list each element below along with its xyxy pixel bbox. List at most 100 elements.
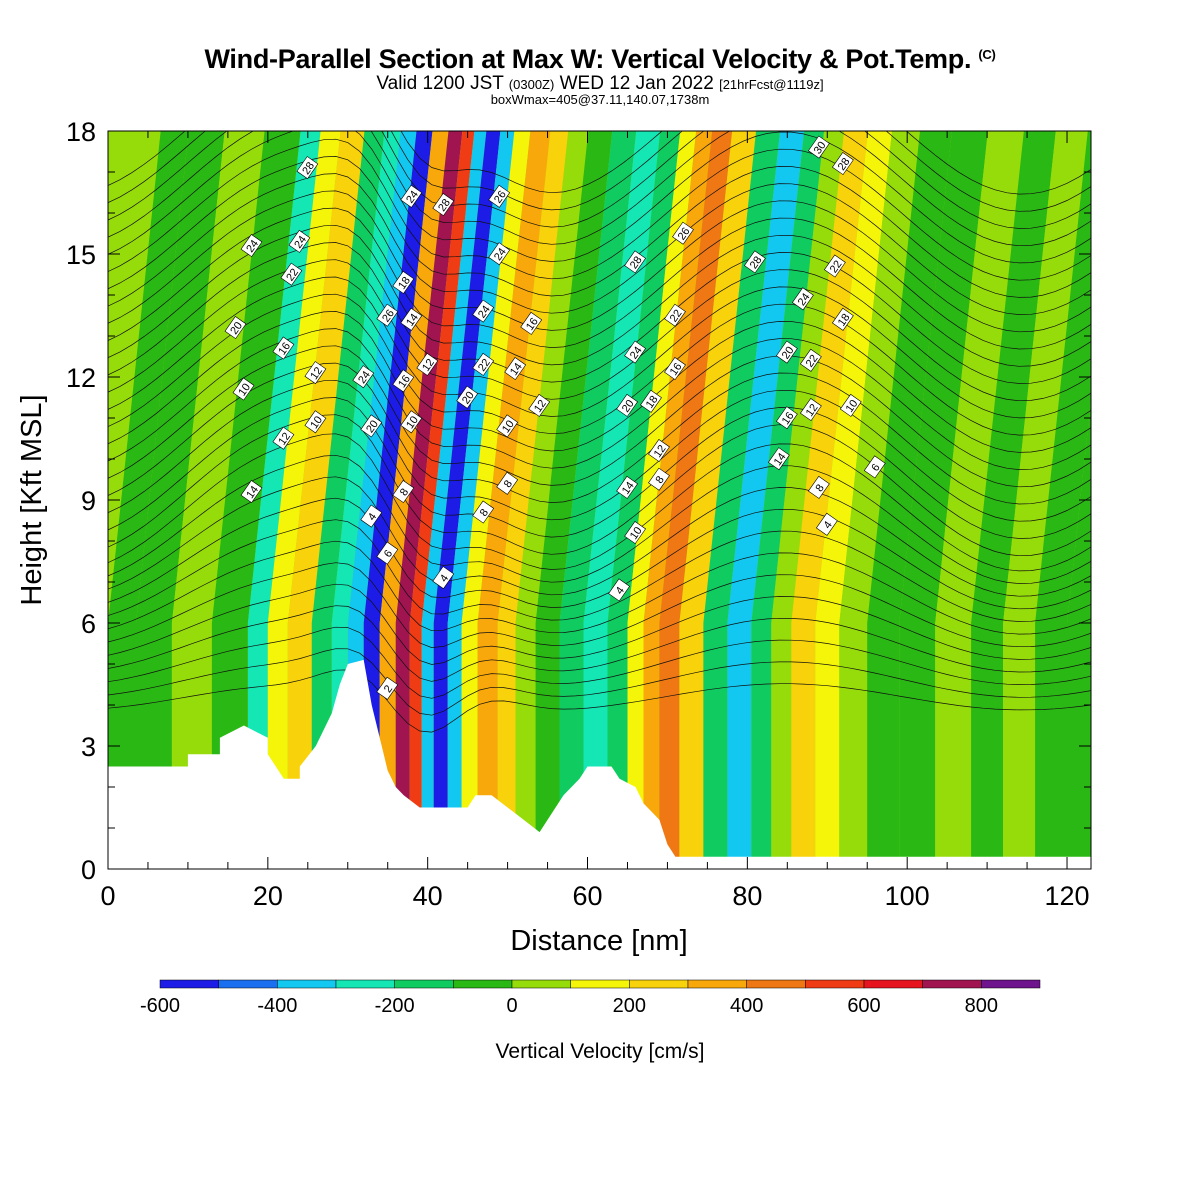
contour-label: 24 (624, 340, 646, 364)
contour-label: 10 (624, 520, 646, 545)
x-axis-label: Distance [nm] (510, 925, 687, 957)
theta-contour (108, 362, 1091, 505)
y-tick-label: 15 (66, 240, 96, 270)
contour-label: 12 (272, 426, 295, 450)
contour-label: 4 (432, 566, 455, 590)
vv-band (771, 131, 845, 869)
vv-band (108, 131, 189, 869)
contour-label: 28 (296, 156, 319, 180)
contour-label: 18 (831, 307, 854, 331)
contour-label-text: 8 (398, 486, 411, 498)
contour-label-text: 22 (476, 357, 493, 374)
contour-label: 4 (608, 578, 630, 602)
vv-band (643, 131, 713, 869)
vv-band (311, 131, 385, 869)
contour-label-text: 8 (654, 474, 667, 486)
contour-label-text: 24 (796, 291, 813, 308)
contour-label-text: 24 (628, 345, 645, 362)
contour-label-text: 10 (308, 414, 325, 431)
contour-label: 18 (392, 270, 415, 294)
colorbar-bin (863, 979, 923, 989)
contour-label: 16 (272, 336, 295, 360)
contour-label-text: 4 (614, 585, 627, 597)
theta-contour (108, 328, 1091, 470)
contour-label: 8 (392, 479, 415, 504)
contour-label-text: 18 (396, 275, 413, 292)
contour-label-text: 22 (284, 267, 301, 284)
vv-band (409, 131, 475, 869)
contour-label: 28 (743, 250, 766, 274)
theta-contour (108, 131, 1091, 212)
valid-time-label: Valid 1200 JST (376, 73, 504, 94)
theta-contour (108, 190, 1091, 333)
colorbar-bin (981, 979, 1041, 989)
chart-title: Wind-Parallel Section at Max W: Vertical… (0, 44, 1200, 75)
contour-label-text: 20 (460, 390, 477, 407)
contour-label-text: 22 (668, 308, 685, 325)
chart-title-text: Wind-Parallel Section at Max W: Vertical… (204, 44, 972, 74)
contour-label-text: 12 (276, 431, 293, 448)
contour-label-text: 10 (628, 525, 645, 542)
contour-label-text: 4 (821, 519, 834, 531)
contour-label-text: 12 (420, 357, 437, 374)
contour-label: 20 (360, 414, 383, 438)
colorbar-bin (629, 979, 689, 989)
contour-label: 12 (528, 393, 551, 417)
vv-band (935, 131, 1024, 869)
contour-label-text: 6 (382, 548, 395, 560)
vv-band (867, 131, 952, 869)
contour-label: 12 (304, 361, 327, 385)
theta-contour (108, 476, 1091, 597)
contour-label: 14 (616, 475, 638, 499)
contour-label-text: 16 (396, 373, 413, 390)
contour-label-text: 4 (366, 511, 379, 523)
contour-label: 16 (392, 369, 415, 393)
contour-label: 16 (664, 356, 686, 381)
contour-label-text: 12 (804, 402, 821, 419)
contour-label-text: 16 (780, 410, 797, 427)
contour-label-text: 28 (300, 160, 317, 177)
theta-contour (108, 519, 1091, 622)
contour-label: 12 (799, 397, 822, 422)
contour-label-text: 20 (228, 320, 245, 337)
contour-label-text: 28 (436, 197, 453, 214)
theta-contour (108, 224, 1091, 367)
colorbar-bin (159, 979, 219, 989)
colorbar-bin (218, 979, 278, 989)
colorbar-bin (805, 979, 865, 989)
contour-label: 18 (640, 389, 662, 413)
vv-band (421, 131, 487, 869)
vv-band (659, 131, 733, 869)
colorbar-tick-label: 200 (613, 995, 646, 1017)
vv-band (1067, 399, 1091, 869)
contour-label-text: 6 (869, 462, 882, 474)
contour-label: 24 (352, 365, 375, 389)
box-wmax-info: boxWmax=405@37.11,140.07,1738m (490, 92, 710, 107)
theta-contour (108, 648, 1091, 716)
contour-label: 22 (472, 352, 495, 376)
contour-label: 10 (400, 410, 423, 434)
vv-band (703, 131, 781, 869)
contour-label: 20 (456, 385, 479, 409)
colorbar-tick-label: -400 (257, 995, 297, 1017)
chart-subtitle: Valid 1200 JST (0300Z) WED 12 Jan 2022 [… (0, 73, 1200, 95)
contour-label: 10 (839, 393, 862, 417)
theta-contour (108, 583, 1091, 665)
contour-label: 10 (496, 414, 519, 438)
contour-label-text: 8 (502, 478, 515, 490)
contour-label-text: 16 (668, 361, 685, 378)
contour-label: 28 (624, 250, 646, 274)
vv-band (477, 131, 551, 869)
colorbar (159, 979, 1041, 989)
contour-label: 20 (775, 340, 798, 364)
contour-label-text: 24 (244, 238, 261, 255)
contour-label-text: 22 (804, 353, 821, 370)
theta-contour (108, 131, 1091, 195)
contour-label-text: 12 (532, 398, 549, 415)
theta-contour (108, 397, 1091, 539)
colorbar-label: Vertical Velocity [cm/s] (496, 1040, 705, 1063)
contour-label: 24 (240, 233, 263, 258)
theta-contour (108, 259, 1091, 402)
y-tick-label: 6 (81, 609, 96, 639)
